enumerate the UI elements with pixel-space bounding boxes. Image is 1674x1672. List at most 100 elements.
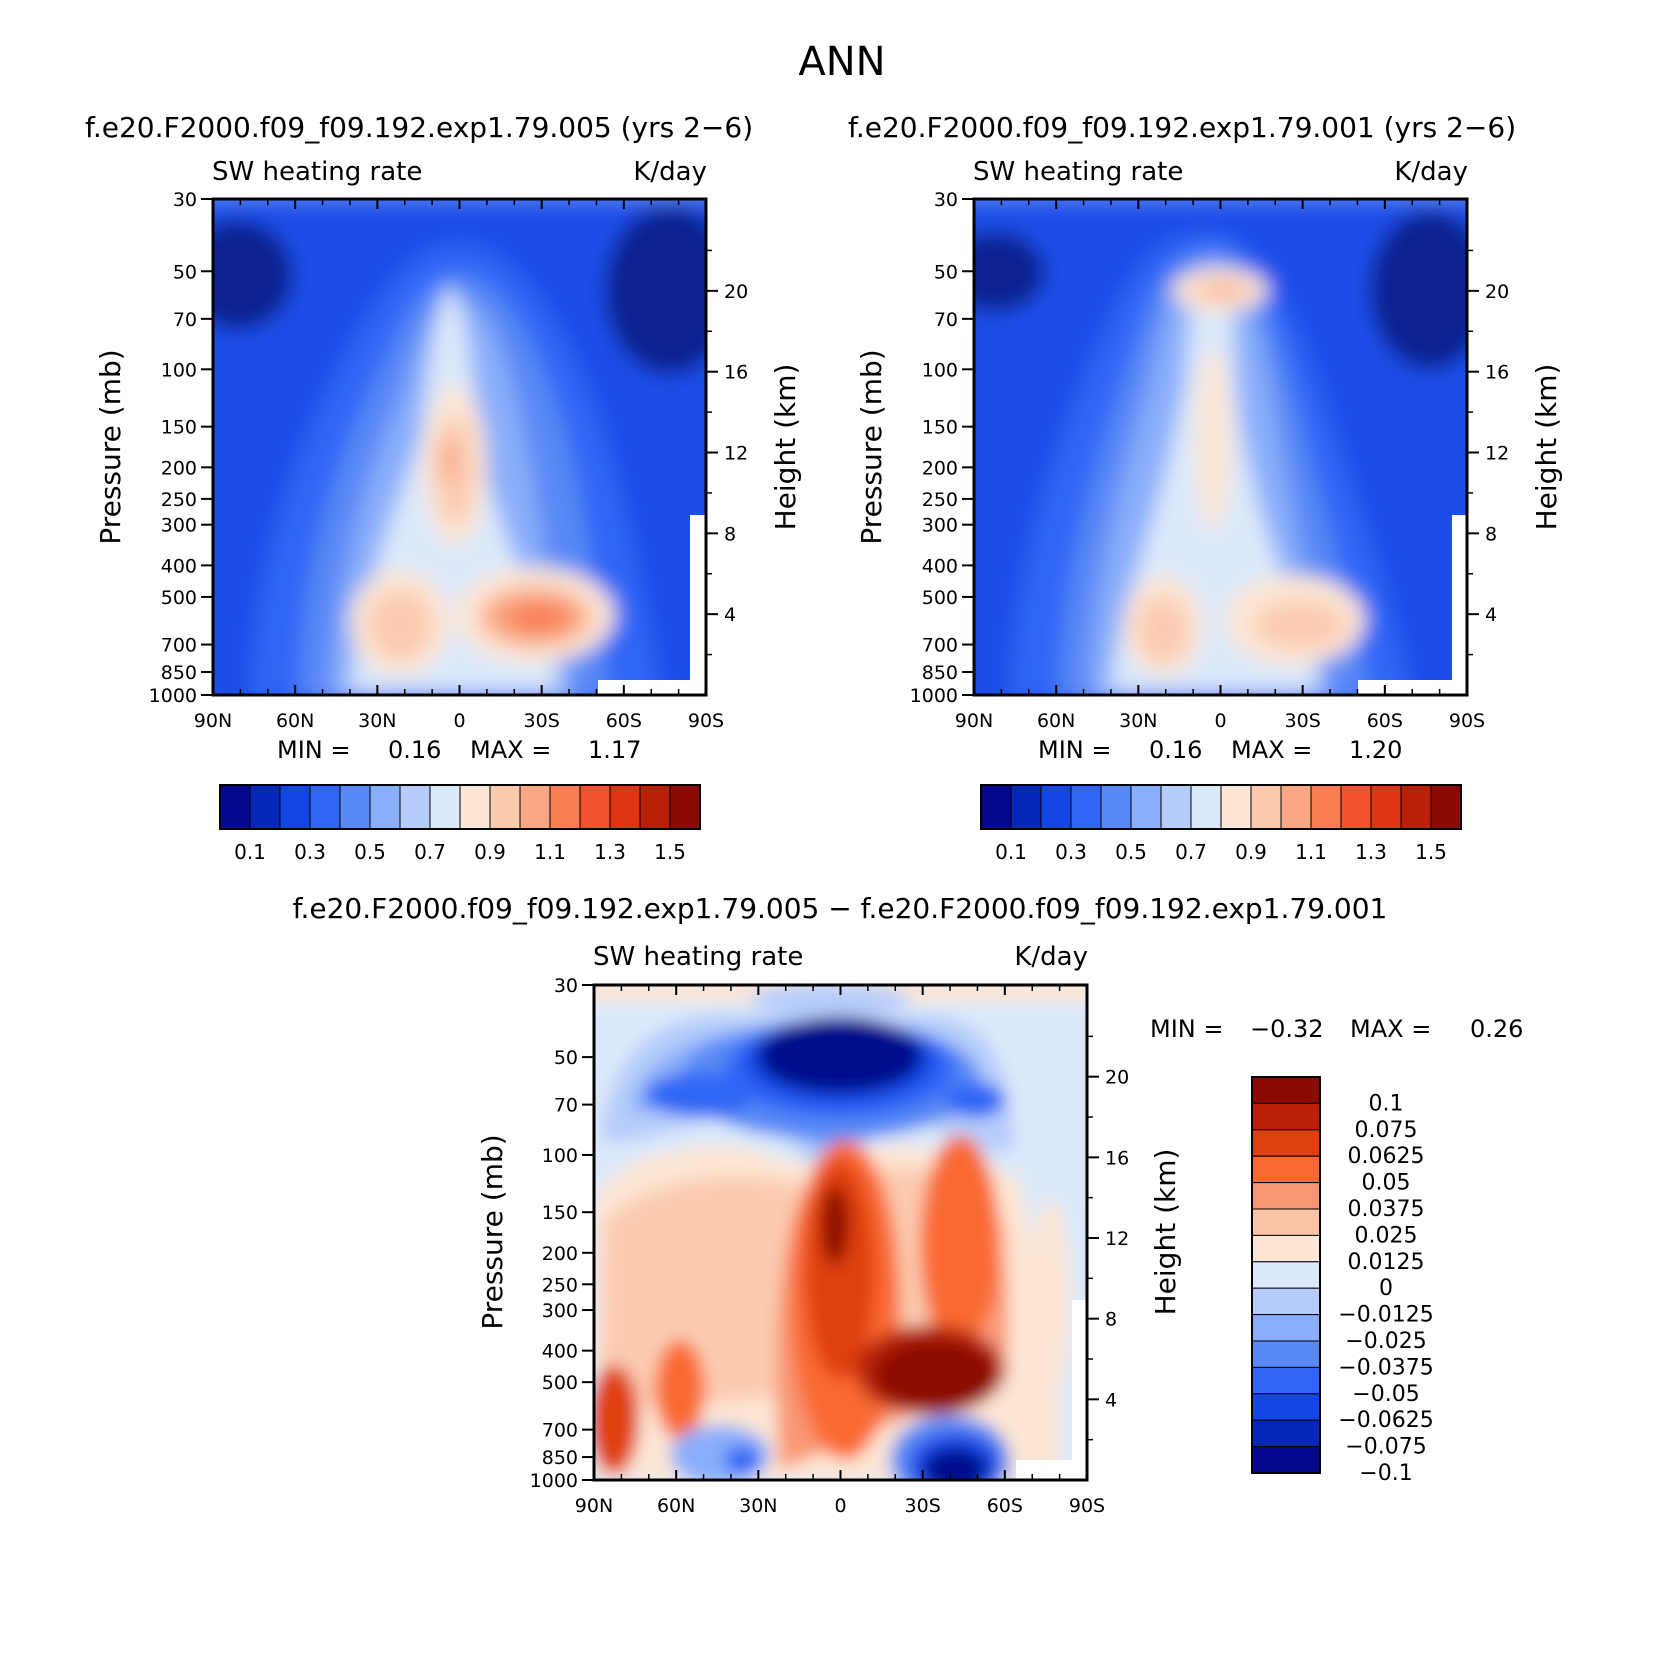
variable-label: SW heating rate [212,157,422,187]
colorbar: 0.1 0.3 0.5 0.7 0.9 1.1 1.3 1.5 [219,784,701,864]
contour-band-lower-warm-nh-2 [655,1340,705,1440]
y-tick-label: 250 [922,489,958,511]
y-tick-label: 300 [922,515,958,537]
x-tick-label: 60N [1037,710,1075,732]
colorbar-label: 0.1 [1369,1091,1404,1116]
x-tick-label: 90S [688,710,724,732]
y-tick-label: 50 [934,261,958,283]
x-tick-label: 60N [276,710,314,732]
colorbar-box [1251,1182,1321,1210]
x-tick-label: 60S [987,1495,1023,1517]
contour-band-upper-blue-arm-2 [945,1082,1005,1118]
colorbar-box [1251,1446,1321,1474]
max-value: 0.26 [1470,1015,1523,1043]
colorbar-box [1251,1261,1321,1289]
case-title: f.e20.F2000.f09_f09.192.exp1.79.001 (yrs… [848,111,1516,144]
colorbar-box [1370,784,1402,830]
missing-data-corner-2 [598,680,706,695]
colorbar-label: 1.5 [1415,840,1447,864]
y-tick-label: 50 [554,1047,578,1069]
y-tick-label: 400 [161,555,197,577]
contour-band-lower-blue-sh-min [923,1448,987,1480]
colorbar-box [1280,784,1312,830]
colorbar-label: −0.0125 [1338,1303,1433,1328]
y-tick-label: 200 [161,457,197,479]
y-axis-label: Pressure (mb) [855,349,888,544]
colorbar-label: −0.025 [1345,1329,1426,1354]
max-label: MAX = [470,736,551,764]
x-tick-label: 90N [194,710,232,732]
contour-band-lower-warm-5 [920,1135,1000,1355]
y2-tick-label: 4 [1485,604,1497,626]
colorbar-box [309,784,341,830]
x-tick-label: 90S [1449,710,1485,732]
colorbar-box [279,784,311,830]
colorbar-label: 0.3 [294,840,326,864]
y-tick-label: 100 [922,359,958,381]
colorbar-box [1250,784,1282,830]
contour-band-nh-min [213,220,293,330]
contour-field [974,199,1467,695]
colorbar-box [579,784,611,830]
contour-band-upper-blue-min [758,1017,922,1093]
y-tick-label: 850 [161,662,197,684]
colorbar-label: 0.3 [1055,840,1087,864]
missing-data-corner [1452,515,1467,695]
y2-tick-label: 16 [1105,1147,1129,1169]
min-value: −0.32 [1250,1015,1324,1043]
colorbar-label: −0.1 [1359,1461,1412,1486]
x-tick-label: 60S [1367,710,1403,732]
y-tick-label: 50 [173,261,197,283]
colorbar-box [1220,784,1252,830]
contour-band-lower-sh-pale [1030,1200,1070,1400]
colorbar-box [1251,1393,1321,1421]
y-tick-label: 500 [922,587,958,609]
y-tick-label: 200 [542,1243,578,1265]
contour-field [213,199,706,695]
case-title: f.e20.F2000.f09_f09.192.exp1.79.005 − f.… [293,892,1388,925]
y-tick-label: 400 [542,1341,578,1363]
colorbar-box [1251,1102,1321,1131]
case-title: f.e20.F2000.f09_f09.192.exp1.79.005 (yrs… [85,111,753,144]
missing-data-corner-2 [1358,680,1467,695]
colorbar-box [399,784,431,830]
y-tick-label: 70 [173,309,197,331]
min-label: MIN = [277,736,350,764]
colorbar-label: 0.075 [1355,1118,1418,1143]
colorbar-label: 0.7 [1175,840,1207,864]
contour-warm-upper-3 [1210,285,1234,295]
colorbar-box [1160,784,1192,830]
colorbar-frame [219,784,701,830]
x-tick-label: 0 [453,710,465,732]
colorbar-box [1310,784,1342,830]
colorbar-box [489,784,521,830]
contour-band-upper-blue-arm [645,1073,755,1117]
y-axis-label: Pressure (mb) [476,1134,509,1329]
colorbar-box [1251,1419,1321,1448]
colorbar-box [1251,1155,1321,1184]
colorbar-label: 1.5 [654,840,686,864]
y-tick-label: 250 [161,489,197,511]
x-tick-label: 60S [606,710,642,732]
x-tick-label: 0 [834,1495,846,1517]
colorbar-box [609,784,641,830]
colorbar-box [1130,784,1162,830]
y-tick-label: 150 [542,1202,578,1224]
colorbar-label: 1.3 [1355,840,1387,864]
colorbar-box [1190,784,1222,830]
panel-bottom-diff: f.e20.F2000.f09_f09.192.exp1.79.005 − f.… [293,892,1524,1517]
x-tick-label: 30S [524,710,560,732]
contour-band-sh-min [1370,210,1467,370]
y-tick-label: 500 [542,1372,578,1394]
colorbar-label: 1.1 [1295,840,1327,864]
max-label: MAX = [1350,1015,1431,1043]
y2-axis-label: Height (km) [769,364,802,531]
y-tick-label: 400 [922,555,958,577]
y-tick-label: 250 [542,1274,578,1296]
colorbar-label: 0.05 [1362,1171,1411,1196]
y-axis-label: Pressure (mb) [94,349,127,544]
contour-band-lower-blue-nh-2 [724,1446,760,1474]
y-tick-label: 30 [554,975,578,997]
axes: 90N 60N 30N 0 30S 60S 90S 30 50 70 100 150 200 250 300… [910,189,1510,732]
colorbar-box [519,784,551,830]
